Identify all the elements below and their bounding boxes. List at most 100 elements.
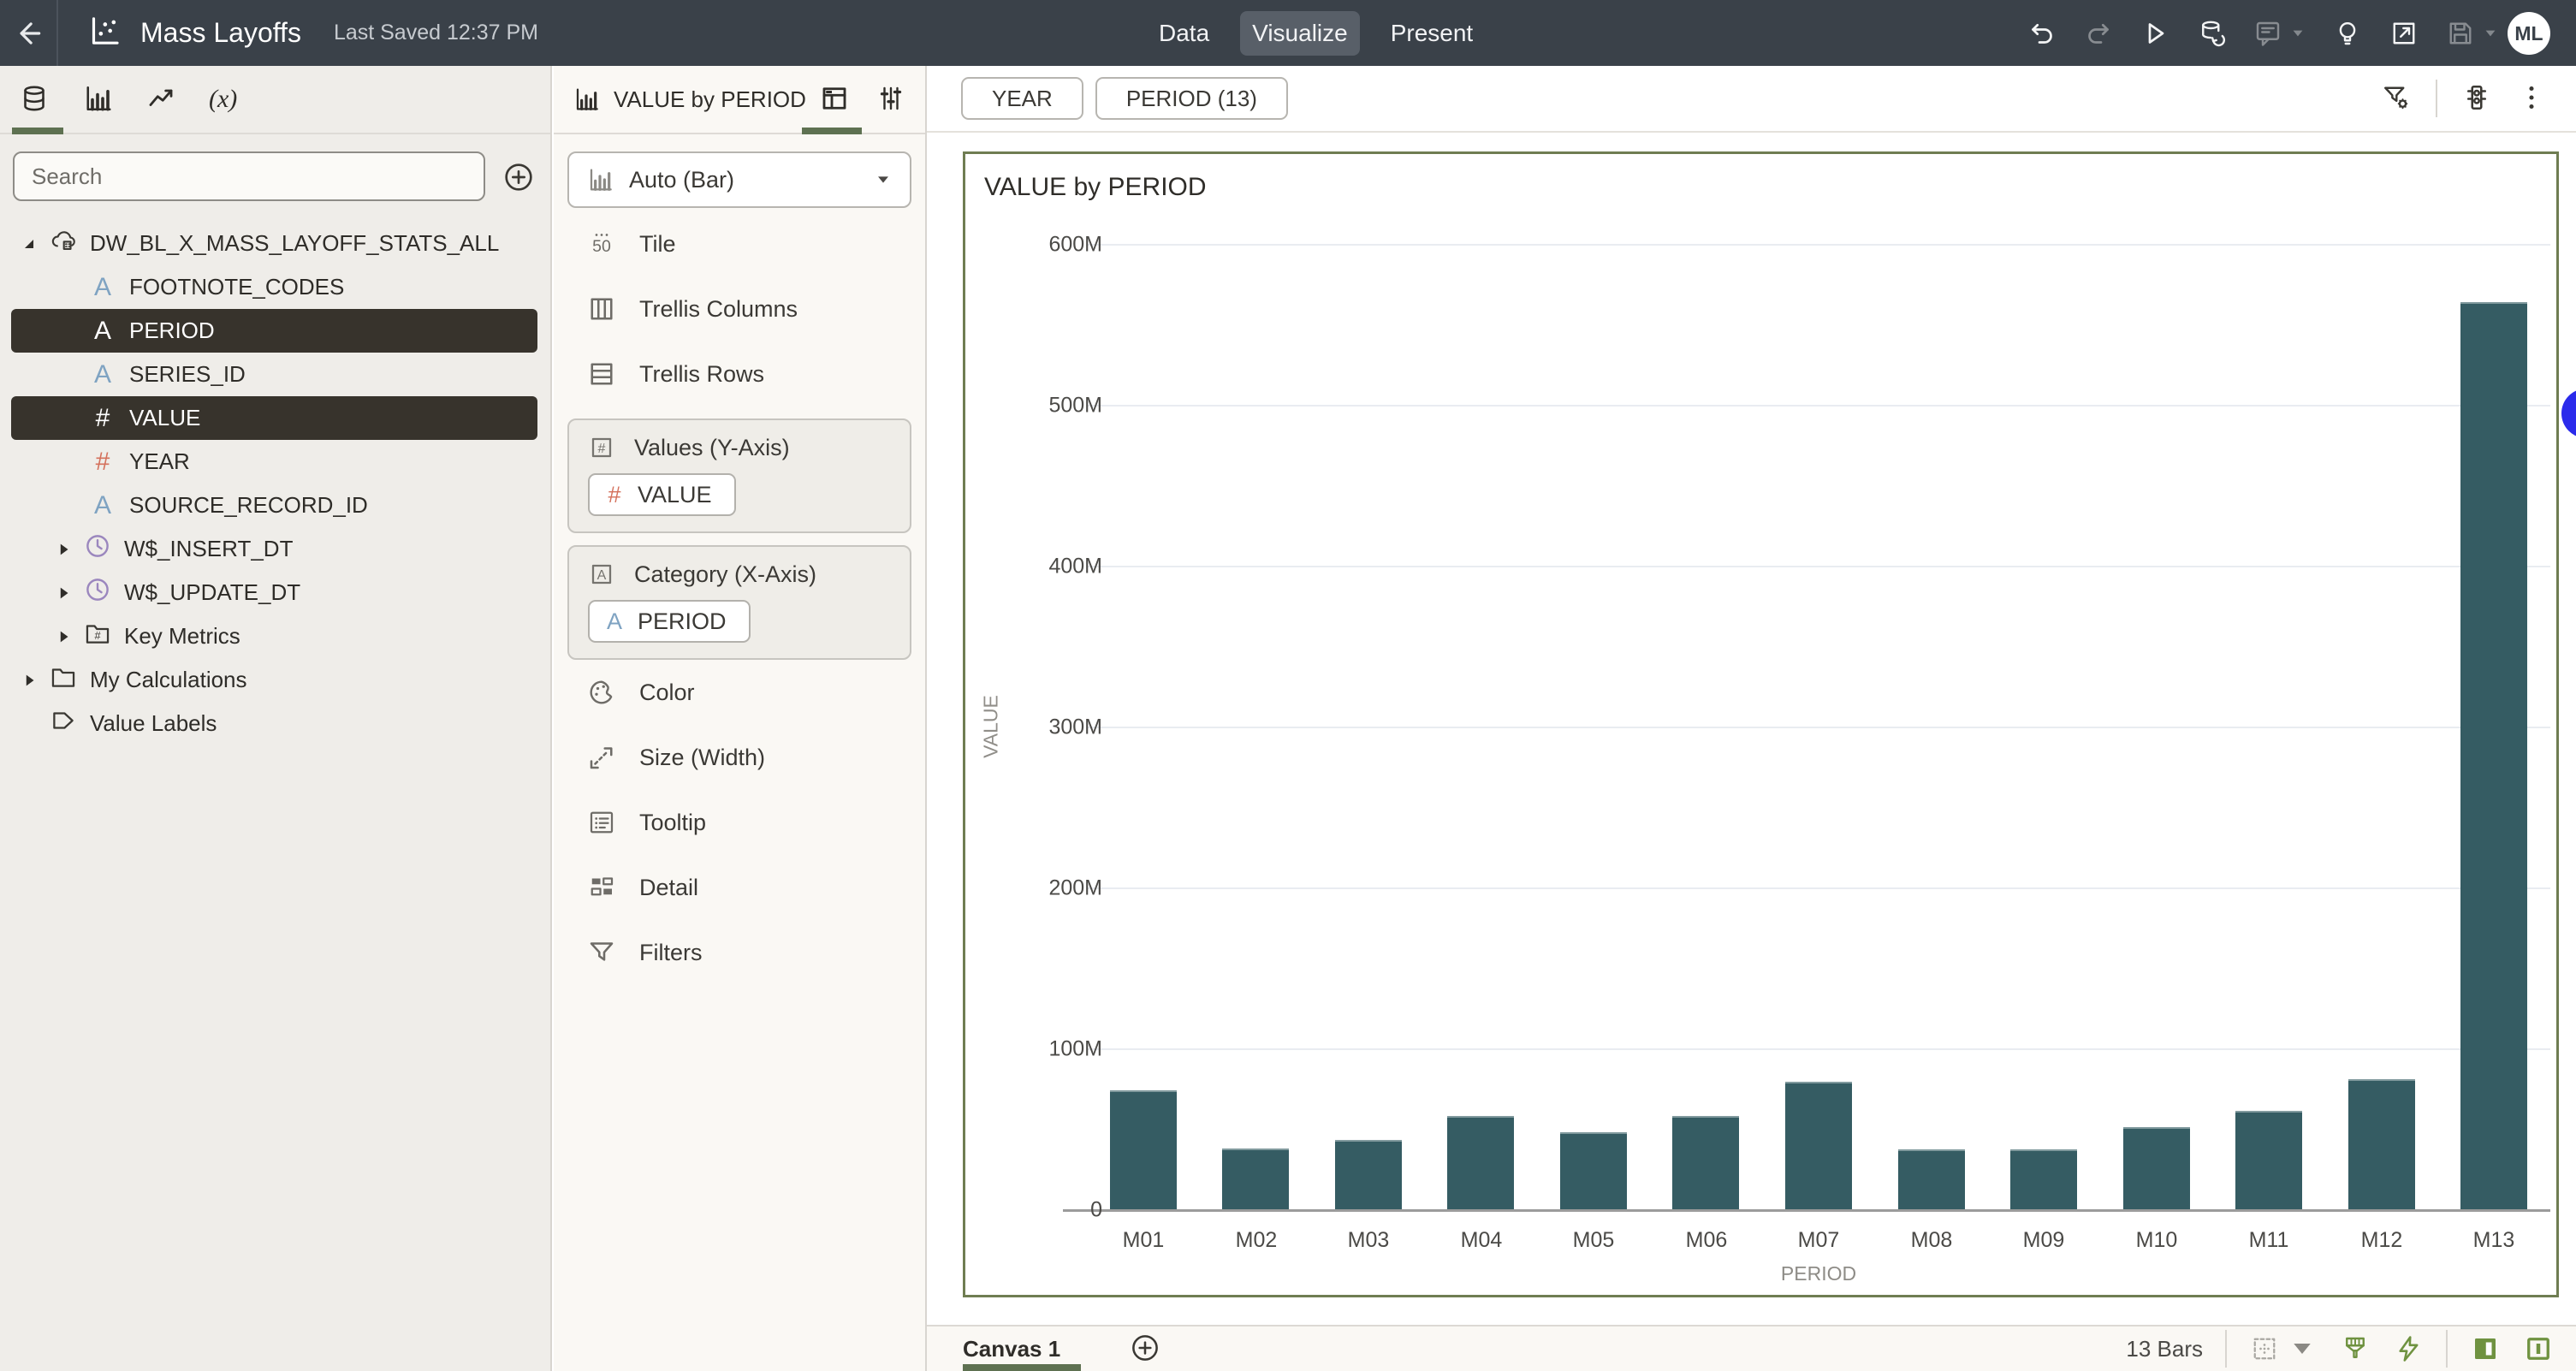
refresh-data-button[interactable] xyxy=(2196,18,2227,49)
tab-visualizations[interactable] xyxy=(82,83,113,116)
comments-button[interactable] xyxy=(2253,18,2306,49)
x-axis-line xyxy=(1063,1209,2550,1212)
export-button[interactable] xyxy=(2389,18,2419,49)
canvas-status-button[interactable] xyxy=(2461,82,2492,116)
tile-icon: 50 xyxy=(586,228,617,259)
bar-M08[interactable] xyxy=(1898,1149,1965,1209)
grammar-row-size-width-[interactable]: Size (Width) xyxy=(554,725,925,790)
viz-settings-button[interactable] xyxy=(875,83,906,116)
tree-item-value[interactable]: # VALUE xyxy=(11,396,537,440)
tree-item-footnote-codes[interactable]: A FOOTNOTE_CODES xyxy=(11,265,537,309)
field-chip-value[interactable]: # VALUE xyxy=(588,473,736,516)
grammar-view-button[interactable] xyxy=(819,83,850,116)
text-attribute-icon: A xyxy=(93,316,111,345)
grammar-row-filters[interactable]: Filters xyxy=(554,920,925,985)
sliders-icon xyxy=(875,83,906,114)
insights-button[interactable] xyxy=(2332,18,2363,49)
bar-M06[interactable] xyxy=(1672,1116,1739,1209)
back-button[interactable] xyxy=(0,0,56,66)
folder-icon xyxy=(49,662,78,691)
lightning-icon xyxy=(2393,1333,2424,1364)
chart-title: VALUE by PERIOD xyxy=(984,173,1207,201)
tree-item-my-calculations[interactable]: My Calculations xyxy=(11,658,537,702)
size-icon xyxy=(586,742,617,773)
filter-pill-period-13-[interactable]: PERIOD (13) xyxy=(1095,77,1288,120)
text-attribute-icon: A xyxy=(93,359,111,389)
filter-settings-button[interactable] xyxy=(2381,82,2412,116)
filter-pill-year[interactable]: YEAR xyxy=(961,77,1083,120)
grammar-row-trellis-rows[interactable]: Trellis Rows xyxy=(554,341,925,407)
drop-zone-category-x-axis-[interactable]: A Category (X-Axis) A PERIOD xyxy=(567,545,911,660)
grammar-row-detail[interactable]: Detail xyxy=(554,855,925,920)
grammar-body: 50 Tile Trellis Columns Trellis Rows # Values… xyxy=(554,211,925,985)
dataset-cloud-icon xyxy=(49,226,78,255)
add-data-button[interactable] xyxy=(502,160,536,197)
canvas-layout-button[interactable] xyxy=(2249,1333,2318,1364)
grammar-row-trellis-columns[interactable]: Trellis Columns xyxy=(554,276,925,341)
bar-M10[interactable] xyxy=(2123,1127,2190,1209)
grammar-row-color[interactable]: Color xyxy=(554,660,925,725)
tree-item-w-update-dt[interactable]: W$_UPDATE_DT xyxy=(11,571,537,614)
tree-item-dw-bl-x-mass-layoff-stats-all[interactable]: DW_BL_X_MASS_LAYOFF_STATS_ALL xyxy=(11,222,537,265)
tree-item-label: Value Labels xyxy=(90,710,217,736)
tab-analytics[interactable] xyxy=(145,83,176,116)
grammar-row-tooltip[interactable]: Tooltip xyxy=(554,790,925,855)
tab-data[interactable]: Data xyxy=(1147,11,1221,56)
bar-M04[interactable] xyxy=(1447,1116,1514,1209)
bar-M07[interactable] xyxy=(1785,1082,1852,1209)
number-measure-icon: # xyxy=(95,447,110,476)
viz-type-select[interactable]: Auto (Bar) xyxy=(567,151,911,208)
preview-button[interactable] xyxy=(2140,18,2170,49)
add-canvas-button[interactable] xyxy=(1129,1332,1161,1367)
drop-zone-values-y-axis-[interactable]: # Values (Y-Axis) # VALUE xyxy=(567,418,911,533)
bar-chart-visualization[interactable]: VALUE by PERIOD VALUE 0 100M 200M 300M 400M 5… xyxy=(963,151,2559,1297)
mode-tabs: Data Visualize Present xyxy=(1147,0,1485,66)
tab-functions[interactable]: (x) xyxy=(209,85,237,114)
canvas-menu-button[interactable] xyxy=(2516,82,2547,116)
filter-bar: YEAR PERIOD (13) xyxy=(927,66,2576,133)
tab-data[interactable] xyxy=(19,83,50,116)
search-row xyxy=(13,151,537,201)
search-input[interactable] xyxy=(13,151,485,201)
save-button[interactable] xyxy=(2445,18,2499,49)
toggle-right-panel-button[interactable] xyxy=(2523,1333,2554,1364)
grammar-row-tile[interactable]: 50 Tile xyxy=(554,211,925,276)
last-saved-text: Last Saved 12:37 PM xyxy=(333,21,538,45)
canvas-tab-bar: Canvas 1 13 Bars xyxy=(927,1325,2576,1371)
field-chip-period[interactable]: A PERIOD xyxy=(588,600,751,643)
avatar[interactable]: ML xyxy=(2508,12,2550,55)
bar-M11[interactable] xyxy=(2235,1111,2302,1209)
redo-button[interactable] xyxy=(2083,18,2114,49)
workbook-logo-icon xyxy=(87,14,122,52)
bar-M12[interactable] xyxy=(2348,1079,2415,1209)
canvas-layout-icon xyxy=(2249,1333,2280,1364)
tab-present[interactable]: Present xyxy=(1379,11,1486,56)
tree-item-source-record-id[interactable]: A SOURCE_RECORD_ID xyxy=(11,484,537,527)
auto-insights-button[interactable] xyxy=(2393,1333,2424,1364)
gridline xyxy=(1087,244,2550,246)
tree-item-year[interactable]: # YEAR xyxy=(11,440,537,484)
canvas-tab[interactable]: Canvas 1 xyxy=(963,1326,1082,1371)
y-axis-tick-label: 100M xyxy=(1048,1036,1102,1061)
tree-item-value-labels[interactable]: Value Labels xyxy=(11,702,537,745)
undo-button[interactable] xyxy=(2027,18,2057,49)
toggle-left-panel-button[interactable] xyxy=(2470,1333,2501,1364)
tree-item-w-insert-dt[interactable]: W$_INSERT_DT xyxy=(11,527,537,571)
number-measure-icon: # xyxy=(95,403,110,432)
scroll-indicator[interactable] xyxy=(2561,389,2576,438)
bar-M05[interactable] xyxy=(1560,1132,1627,1209)
bar-M01[interactable] xyxy=(1110,1090,1177,1209)
gridline xyxy=(1087,727,2550,728)
tab-visualize[interactable]: Visualize xyxy=(1240,10,1360,56)
bar-M03[interactable] xyxy=(1335,1140,1402,1209)
bar-M13[interactable] xyxy=(2460,302,2527,1209)
clock-icon xyxy=(83,575,112,604)
bar-M02[interactable] xyxy=(1222,1148,1289,1209)
bar-M09[interactable] xyxy=(2010,1149,2077,1209)
tree-item-key-metrics[interactable]: # Key Metrics xyxy=(11,614,537,658)
tag-icon xyxy=(49,706,78,735)
canvas-style-button[interactable] xyxy=(2340,1333,2371,1364)
tree-item-series-id[interactable]: A SERIES_ID xyxy=(11,353,537,396)
tree-item-period[interactable]: A PERIOD xyxy=(11,309,537,353)
